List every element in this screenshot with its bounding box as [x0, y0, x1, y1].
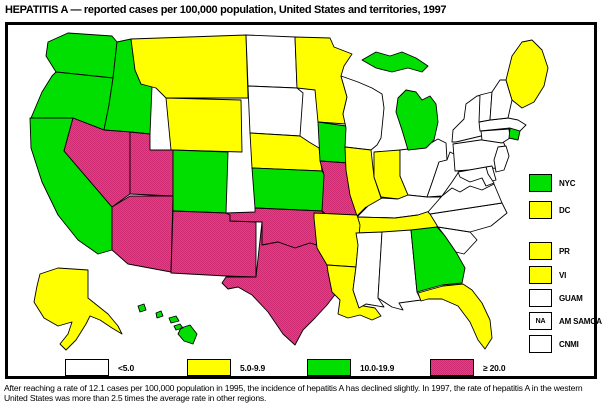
legend-item-10to19: 10.0-19.9	[307, 359, 394, 376]
territory-row-nyc: NYC	[529, 174, 576, 192]
state-CT	[480, 128, 511, 144]
state-AK	[33, 267, 123, 351]
state-HI	[137, 303, 198, 345]
legend-label-lt5: <5.0	[118, 362, 134, 373]
territory-label-nyc: NYC	[559, 178, 576, 188]
map-frame: NYC DC PR VI GUAM NA AM SAMOA CNMI	[5, 22, 602, 379]
territory-swatch-guam	[529, 289, 552, 307]
state-WI	[340, 75, 385, 151]
state-MD	[457, 166, 495, 187]
state-TX	[221, 221, 338, 346]
territory-row-pr: PR	[529, 242, 570, 260]
territory-row-dc: DC	[529, 201, 570, 219]
state-ME	[505, 39, 549, 109]
legend-label-ge20: ≥ 20.0	[483, 362, 506, 373]
legend-item-ge20: ≥ 20.0	[430, 359, 506, 376]
territory-label-vi: VI	[559, 270, 567, 280]
legend-label-5to9: 5.0-9.9	[240, 362, 266, 373]
state-SD	[247, 85, 304, 137]
territory-row-cnmi: CNMI	[529, 335, 579, 353]
state-VA	[427, 183, 503, 215]
state-MI	[361, 51, 439, 151]
state-AZ	[111, 195, 174, 273]
legend-item-lt5: <5.0	[65, 359, 134, 376]
state-FL	[417, 283, 493, 350]
territory-swatch-dc	[529, 201, 552, 219]
territory-row-guam: GUAM	[529, 289, 583, 307]
territory-label-dc: DC	[559, 205, 571, 215]
state-KS	[251, 167, 327, 212]
state-WY	[165, 97, 243, 153]
legend-label-10to19: 10.0-19.9	[360, 362, 395, 373]
territory-label-amsamoa: AM SAMOA	[559, 316, 602, 326]
territory-swatch-nyc	[529, 174, 552, 192]
state-CO	[172, 149, 229, 214]
legend-swatch-10to19	[307, 359, 351, 376]
state-ND	[245, 34, 298, 89]
territory-swatch-cnmi	[529, 335, 552, 353]
us-map	[29, 32, 549, 351]
legend-swatch-lt5	[65, 359, 109, 376]
territory-row-vi: VI	[529, 266, 566, 284]
figure-title: HEPATITIS A — reported cases per 100,000…	[5, 4, 447, 16]
state-GA	[410, 226, 466, 293]
territory-row-amsamoa: NA AM SAMOA	[529, 312, 602, 330]
territory-swatch-pr	[529, 242, 552, 260]
legend-item-5to9: 5.0-9.9	[187, 359, 265, 376]
state-NJ	[493, 145, 510, 173]
state-WA	[45, 32, 118, 79]
territory-label-cnmi: CNMI	[559, 339, 579, 349]
territory-label-guam: GUAM	[559, 293, 583, 303]
legend-swatch-5to9	[187, 359, 231, 376]
territory-label-pr: PR	[559, 246, 570, 256]
figure-caption: After reaching a rate of 12.1 cases per …	[4, 383, 583, 404]
state-NE	[249, 132, 323, 172]
state-UT	[129, 131, 174, 197]
legend-swatch-ge20	[430, 359, 474, 376]
territory-swatch-vi	[529, 266, 552, 284]
territory-swatch-amsamoa: NA	[529, 312, 552, 330]
